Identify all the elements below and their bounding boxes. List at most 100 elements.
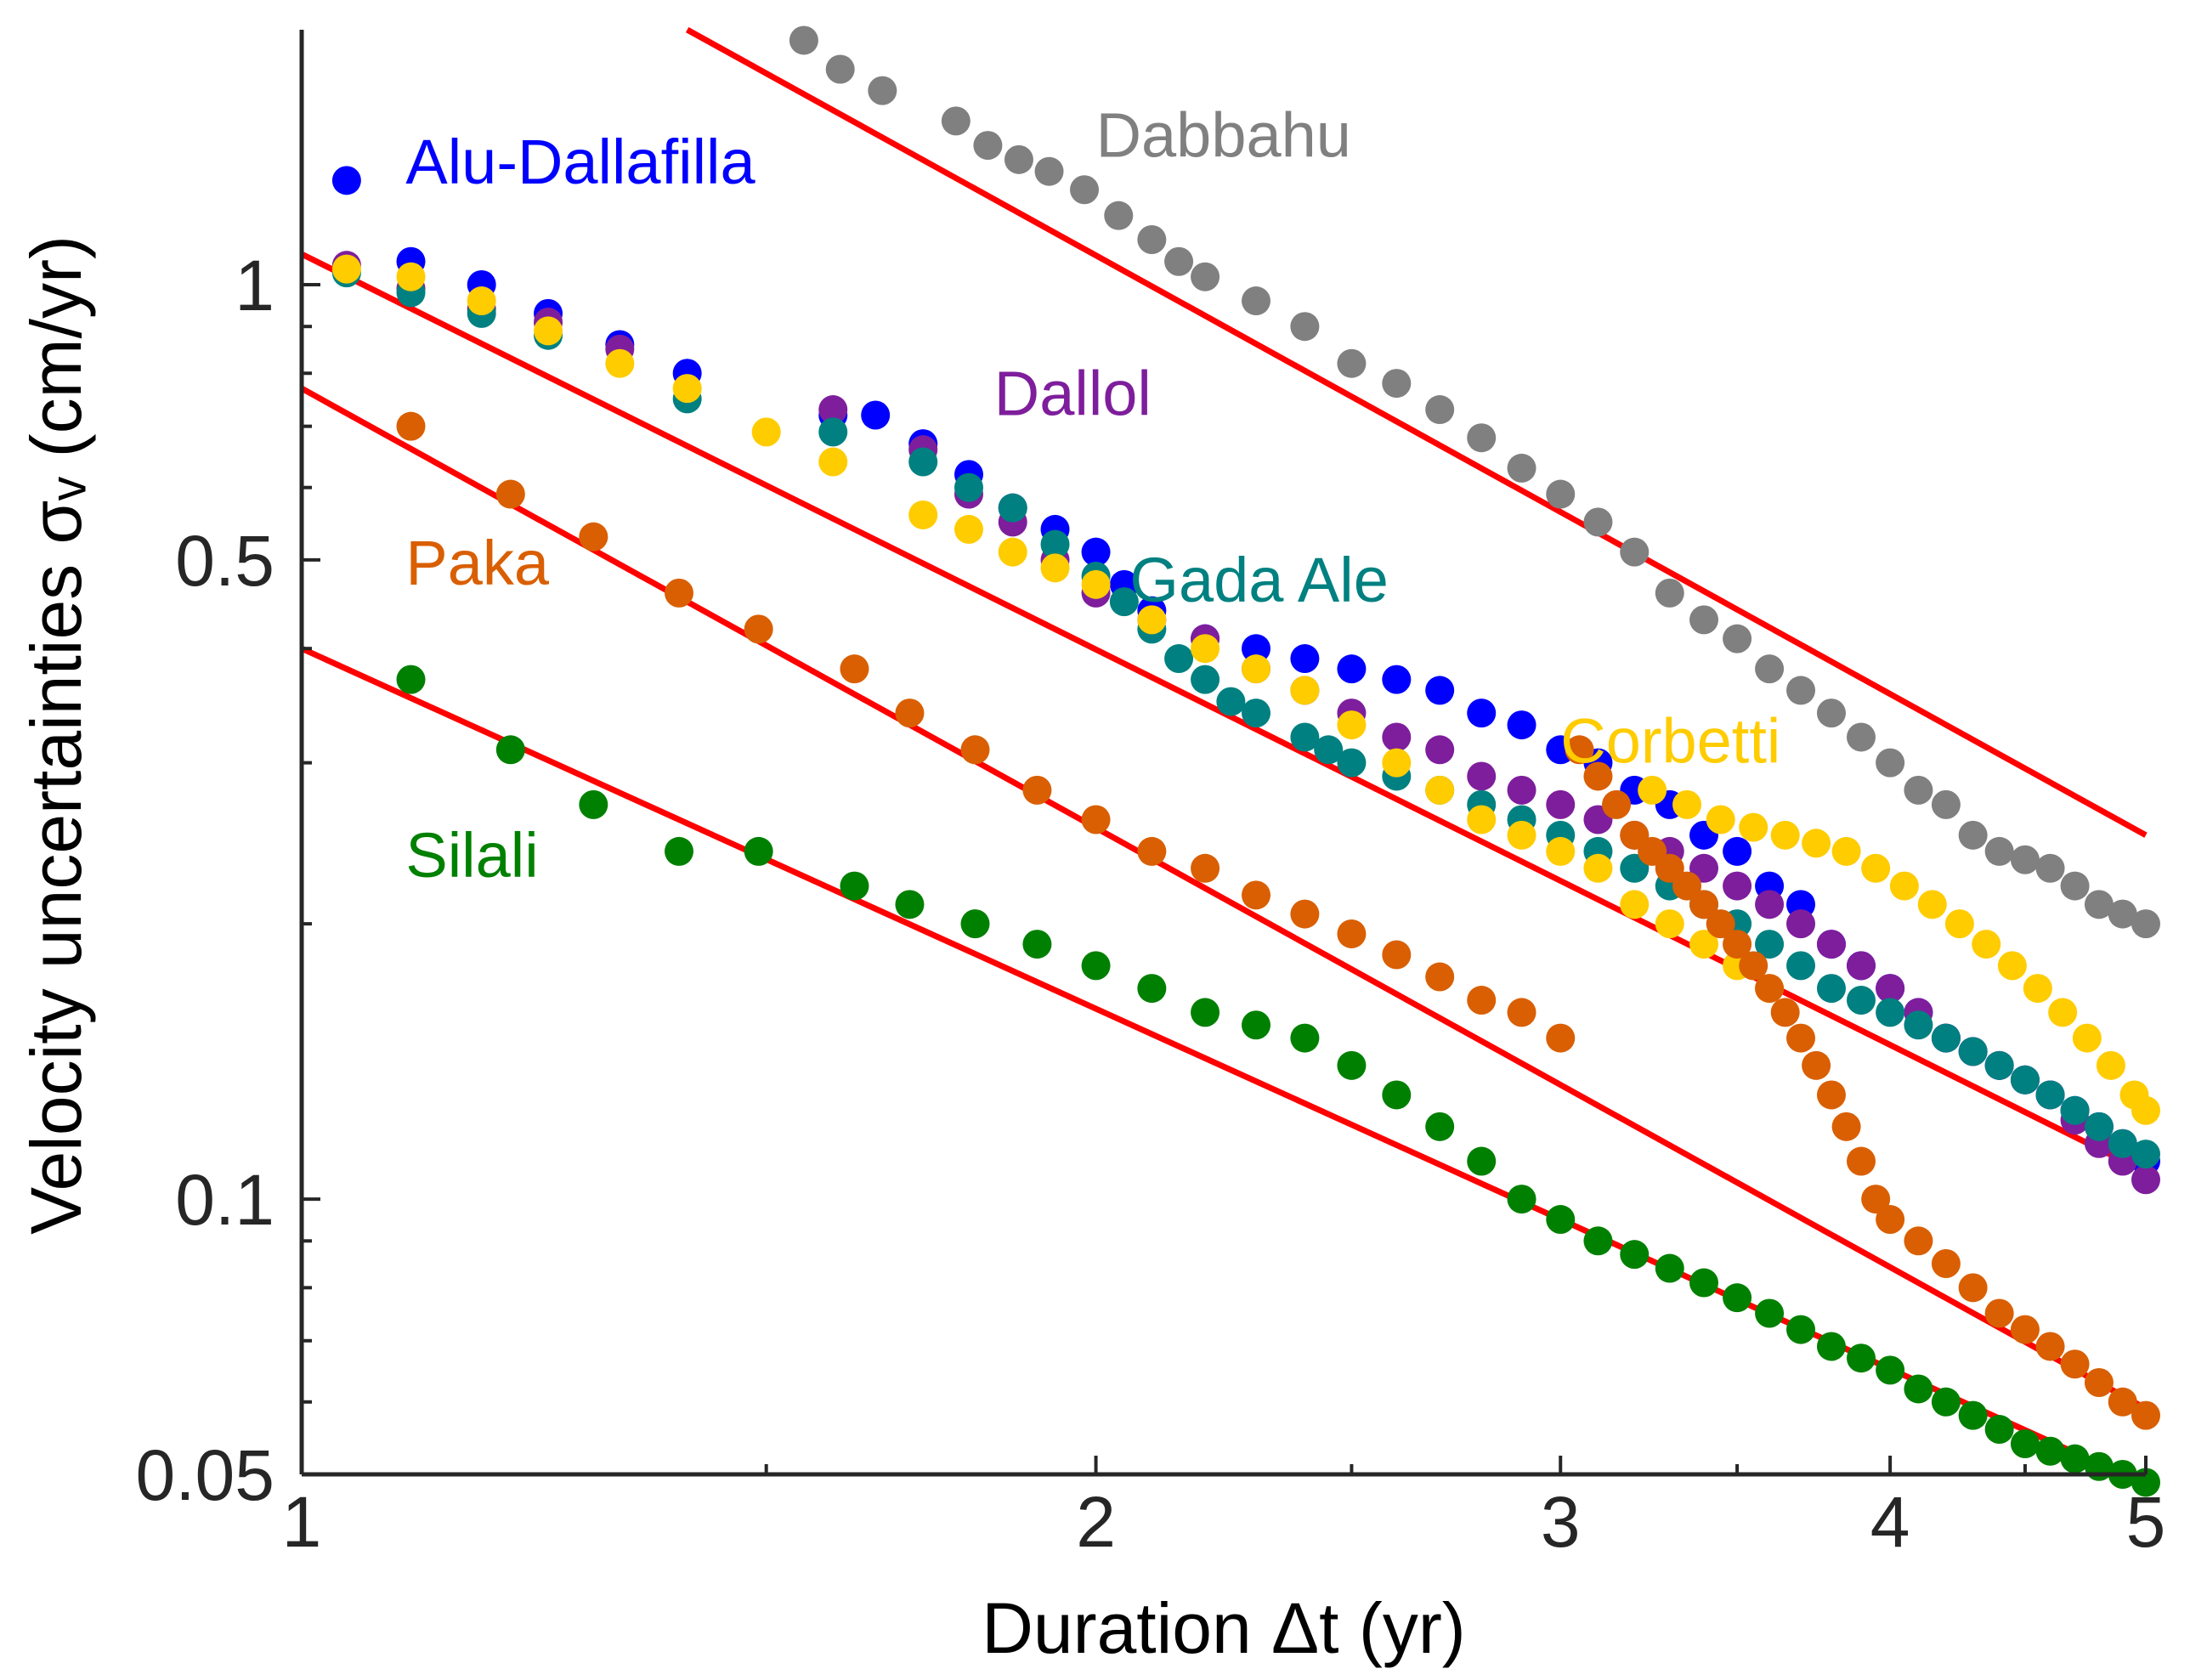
point-gada-ale bbox=[1904, 1010, 1933, 1040]
point-dallol bbox=[1546, 789, 1576, 819]
point-dabbahu bbox=[1931, 789, 1961, 819]
point-alu-dallafilla bbox=[1507, 710, 1536, 740]
point-dabbahu bbox=[2108, 899, 2137, 929]
point-dabbahu bbox=[1984, 836, 2014, 866]
point-silali bbox=[1137, 974, 1167, 1004]
point-gada-ale bbox=[818, 417, 848, 447]
point-silali bbox=[2035, 1436, 2065, 1466]
y-tick-label: 0.05 bbox=[136, 1435, 275, 1515]
point-dabbahu bbox=[1507, 453, 1536, 483]
point-paka bbox=[1242, 880, 1271, 910]
fit-lines bbox=[300, 26, 2148, 1478]
point-paka bbox=[1672, 871, 1702, 901]
point-dallol bbox=[1755, 890, 1785, 919]
point-dabbahu bbox=[825, 54, 855, 84]
point-dallol bbox=[1847, 951, 1876, 981]
point-paka bbox=[1655, 853, 1684, 883]
point-dabbahu bbox=[1034, 156, 1064, 186]
point-paka bbox=[1861, 1185, 1891, 1214]
point-silali bbox=[1876, 1355, 1905, 1385]
point-paka bbox=[2131, 1400, 2160, 1430]
label-dabbahu: Dabbahu bbox=[1096, 99, 1351, 170]
point-gada-ale bbox=[2108, 1128, 2137, 1158]
point-dabbahu bbox=[789, 25, 818, 55]
point-gada-ale bbox=[1290, 722, 1320, 752]
fit-line-3 bbox=[300, 386, 2148, 1411]
series-labels: Dabbahu Alu-Dallafilla Dallol Gada Ale Corbe… bbox=[405, 99, 1780, 891]
point-corbetti bbox=[534, 316, 563, 346]
point-dabbahu bbox=[1755, 654, 1785, 684]
point-silali bbox=[579, 789, 608, 819]
point-silali bbox=[396, 665, 426, 694]
point-corbetti bbox=[1620, 890, 1650, 919]
point-corbetti bbox=[1382, 748, 1412, 778]
point-dabbahu bbox=[2035, 853, 2065, 883]
point-alu-dallafilla bbox=[1337, 654, 1367, 684]
point-dabbahu bbox=[1070, 175, 1100, 205]
point-paka bbox=[960, 735, 990, 765]
fit-line-4 bbox=[300, 646, 2125, 1478]
point-alu-dallafilla bbox=[861, 400, 891, 430]
point-dabbahu bbox=[1546, 479, 1576, 509]
point-dabbahu bbox=[973, 131, 1003, 161]
point-paka bbox=[1546, 1023, 1576, 1053]
point-silali bbox=[1242, 1010, 1271, 1040]
point-silali bbox=[840, 871, 869, 901]
point-gada-ale bbox=[954, 472, 983, 502]
point-dabbahu bbox=[1290, 312, 1320, 342]
point-dallol bbox=[1382, 722, 1412, 752]
point-silali bbox=[1931, 1387, 1961, 1417]
point-paka bbox=[1583, 761, 1613, 791]
point-corbetti bbox=[2072, 1023, 2102, 1053]
point-gada-ale bbox=[1040, 529, 1070, 559]
point-corbetti bbox=[1191, 634, 1220, 664]
point-paka bbox=[495, 479, 525, 509]
point-corbetti bbox=[2131, 1095, 2160, 1125]
point-paka bbox=[1958, 1273, 1988, 1303]
point-silali bbox=[1425, 1112, 1455, 1141]
point-paka bbox=[1723, 930, 1752, 959]
point-dabbahu bbox=[1876, 748, 1905, 778]
point-paka bbox=[664, 578, 693, 608]
point-paka bbox=[396, 411, 426, 441]
point-paka bbox=[1337, 919, 1367, 948]
point-corbetti bbox=[1655, 909, 1684, 939]
point-corbetti bbox=[467, 286, 496, 316]
point-silali bbox=[744, 836, 773, 866]
point-corbetti bbox=[605, 348, 635, 378]
point-paka bbox=[1755, 974, 1785, 1004]
point-corbetti bbox=[1137, 605, 1167, 635]
point-dallol bbox=[2131, 1165, 2160, 1195]
point-gada-ale bbox=[1931, 1023, 1961, 1053]
point-dabbahu bbox=[2084, 890, 2114, 919]
x-tick-label: 3 bbox=[1541, 1482, 1581, 1562]
point-corbetti bbox=[751, 417, 781, 447]
point-dabbahu bbox=[941, 106, 971, 136]
point-gada-ale bbox=[1109, 587, 1139, 617]
point-gada-ale bbox=[1984, 1050, 2014, 1080]
point-paka bbox=[744, 614, 773, 644]
point-paka bbox=[2084, 1367, 2114, 1397]
point-paka bbox=[2010, 1315, 2040, 1344]
point-dabbahu bbox=[1242, 286, 1271, 316]
point-corbetti bbox=[1889, 871, 1919, 901]
point-paka bbox=[1802, 1050, 1831, 1080]
point-paka bbox=[840, 654, 869, 684]
fit-line-1 bbox=[685, 26, 2148, 838]
data-points bbox=[331, 25, 2160, 1497]
point-paka bbox=[1689, 890, 1719, 919]
point-dabbahu bbox=[1847, 722, 1876, 752]
label-dallol: Dallol bbox=[994, 358, 1152, 428]
point-silali bbox=[1655, 1253, 1684, 1283]
y-tick-label: 1 bbox=[235, 246, 274, 325]
point-paka bbox=[1847, 1146, 1876, 1176]
point-paka bbox=[1137, 836, 1167, 866]
point-paka bbox=[1984, 1298, 2014, 1328]
label-alu-dallafilla: Alu-Dallafilla bbox=[405, 127, 755, 197]
point-silali bbox=[2060, 1444, 2090, 1474]
point-silali bbox=[1958, 1400, 1988, 1430]
point-silali bbox=[1507, 1185, 1536, 1214]
point-paka bbox=[1191, 853, 1220, 883]
point-corbetti bbox=[1802, 829, 1831, 858]
